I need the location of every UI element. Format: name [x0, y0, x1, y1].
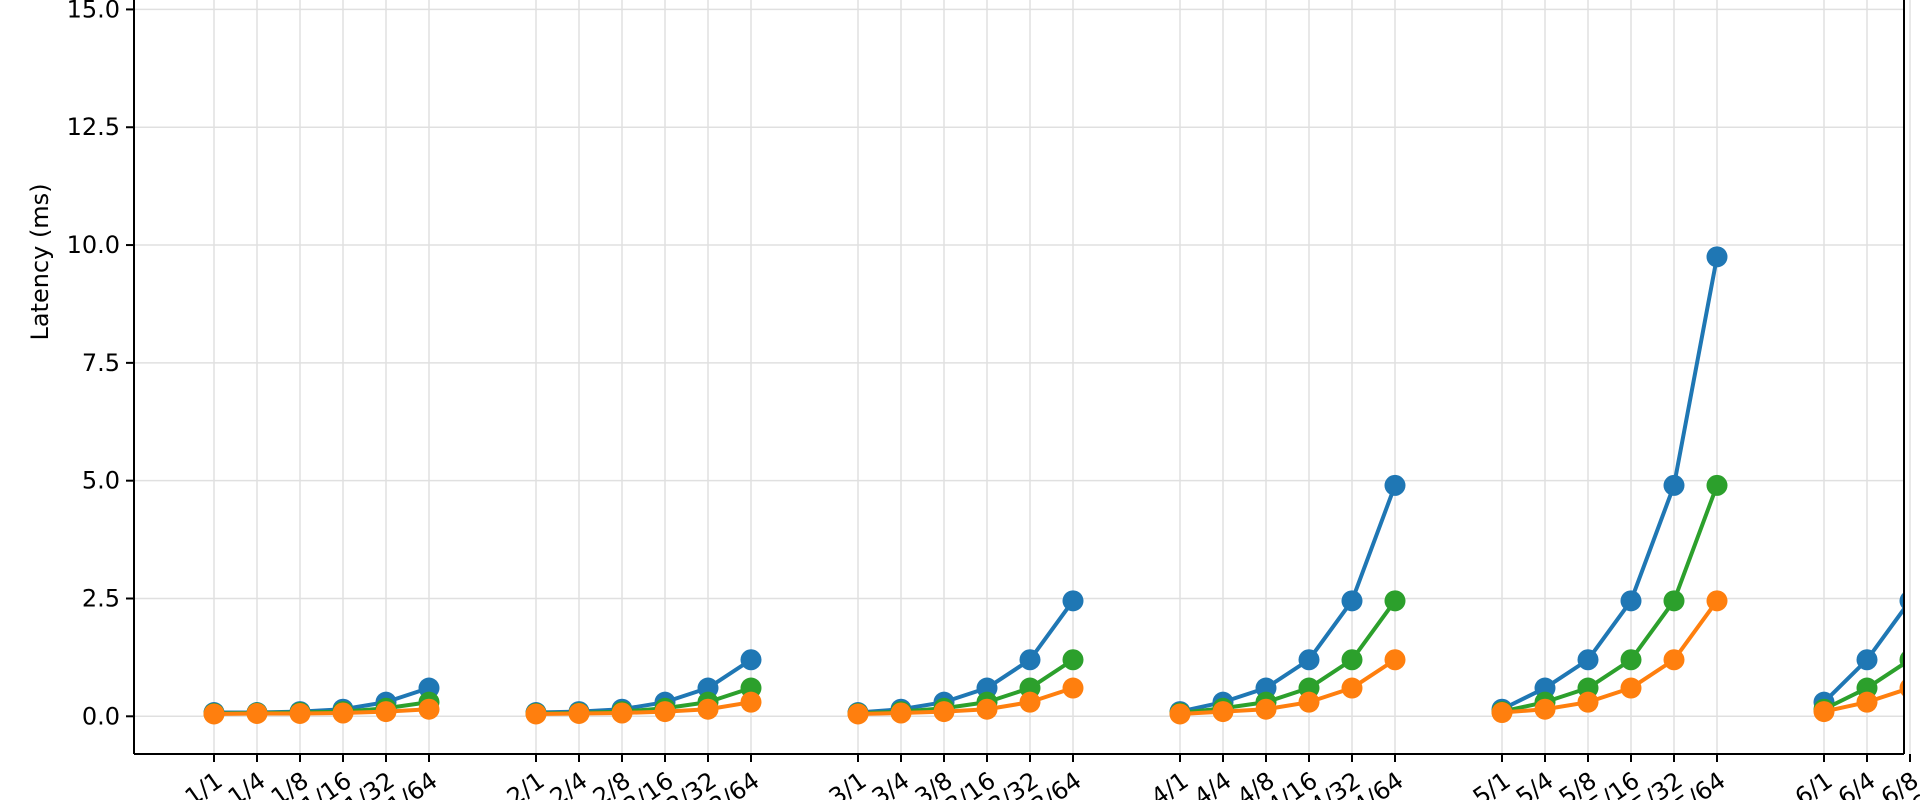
data-point	[890, 702, 912, 724]
data-point	[1706, 474, 1728, 496]
data-point	[1706, 590, 1728, 612]
x-tick-label: 4/1	[1146, 766, 1194, 800]
data-point	[1255, 698, 1277, 720]
data-point	[697, 698, 719, 720]
data-point	[1384, 590, 1406, 612]
series-group	[847, 590, 1084, 725]
data-point	[375, 701, 397, 723]
y-tick-label: 0.0	[82, 702, 120, 730]
series-group	[1813, 592, 1904, 723]
series-group	[525, 649, 762, 725]
series-group	[1169, 474, 1406, 725]
y-tick-label: 5.0	[82, 467, 120, 495]
data-point	[1899, 651, 1904, 669]
x-tick-label: 6/4	[1833, 766, 1881, 800]
series-line	[1823, 661, 1904, 712]
series-line	[535, 658, 753, 715]
data-point	[740, 691, 762, 713]
data-point	[1663, 590, 1685, 612]
data-point	[654, 701, 676, 723]
data-point	[933, 701, 955, 723]
data-point	[1577, 649, 1599, 671]
series-group	[203, 677, 440, 725]
data-point	[525, 703, 547, 725]
series-line	[535, 686, 752, 716]
data-point	[1620, 649, 1642, 671]
data-point	[1062, 677, 1084, 699]
data-point	[1019, 691, 1041, 713]
data-point	[1706, 246, 1728, 268]
x-tick-label: 5/4	[1511, 766, 1559, 800]
data-point	[568, 702, 590, 724]
data-point	[1899, 679, 1904, 697]
data-point	[1341, 649, 1363, 671]
data-point	[1298, 691, 1320, 713]
data-point	[1341, 677, 1363, 699]
data-point	[976, 698, 998, 720]
data-point	[418, 698, 440, 720]
series-line	[1501, 599, 1719, 715]
x-tick-label: 5/1	[1468, 766, 1516, 800]
x-tick-label: 2/1	[502, 766, 550, 800]
x-tick-label: 3/4	[867, 766, 915, 800]
data-point	[1062, 649, 1084, 671]
series-line	[214, 686, 430, 715]
x-tick-label: 2/4	[545, 766, 593, 800]
data-point	[246, 702, 268, 724]
y-tick-label: 15.0	[67, 0, 120, 23]
y-tick-label: 12.5	[67, 113, 120, 141]
data-point	[1212, 701, 1234, 723]
data-point	[1663, 649, 1685, 671]
series-line	[1501, 256, 1719, 712]
data-point	[1856, 691, 1878, 713]
data-point	[289, 702, 311, 724]
series-group	[1491, 246, 1728, 724]
data-point	[611, 702, 633, 724]
series-line	[857, 658, 1075, 716]
data-point	[1298, 649, 1320, 671]
series-line	[1179, 599, 1397, 715]
series-line	[1822, 605, 1904, 704]
data-point	[1384, 474, 1406, 496]
data-point	[1019, 649, 1041, 671]
axes	[126, 0, 1911, 762]
grid	[134, 0, 1911, 754]
data-point	[1899, 592, 1904, 610]
data-point	[1384, 649, 1406, 671]
data-point	[1341, 590, 1363, 612]
data-point	[1620, 590, 1642, 612]
data-point	[1663, 474, 1685, 496]
x-tick-label: 3/1	[824, 766, 872, 800]
data-point	[740, 649, 762, 671]
data-point	[332, 702, 354, 724]
y-tick-label: 2.5	[82, 584, 120, 612]
x-tick-label: 4/4	[1189, 766, 1237, 800]
data-point	[1491, 702, 1513, 724]
y-tick-label: 7.5	[82, 349, 120, 377]
y-tick-label: 10.0	[67, 231, 120, 259]
data-point	[203, 703, 225, 725]
data-point	[1620, 677, 1642, 699]
data-point	[1813, 701, 1835, 723]
data-point	[1062, 590, 1084, 612]
data-point	[847, 703, 869, 725]
data-point	[1169, 703, 1191, 725]
data-point	[1856, 649, 1878, 671]
data-point	[1534, 698, 1556, 720]
y-axis-label: Latency (ms)	[26, 183, 54, 340]
x-tick-label: 1/1	[180, 766, 228, 800]
x-tick-label: 1/4	[223, 766, 271, 800]
plot-area	[203, 246, 1904, 725]
series-line	[857, 599, 1075, 715]
x-tick-label: 6/1	[1790, 766, 1838, 800]
data-point	[1577, 691, 1599, 713]
